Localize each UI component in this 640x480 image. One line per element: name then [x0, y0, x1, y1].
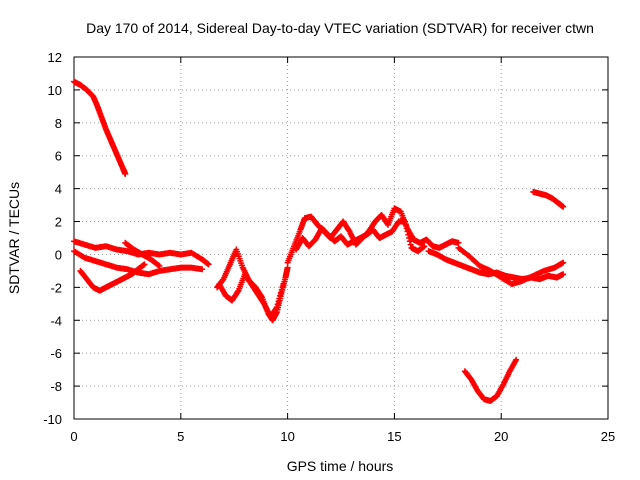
data-point-fill — [403, 225, 410, 232]
data-point-fill — [155, 262, 162, 269]
data-point-fill — [274, 301, 281, 308]
series-late-arc-low — [461, 356, 520, 404]
x-axis-label: GPS time / hours — [287, 458, 394, 474]
chart-title: Day 170 of 2014, Sidereal Day-to-day VTE… — [86, 20, 594, 36]
y-tick-label: 6 — [55, 149, 62, 164]
x-tick-label: 20 — [494, 429, 508, 444]
data-point-fill — [277, 292, 284, 299]
y-tick-label: 8 — [55, 116, 62, 131]
series-rise-2 — [293, 218, 428, 255]
data-point — [141, 261, 148, 268]
data-point-fill — [234, 288, 241, 295]
data-point-fill — [405, 231, 412, 238]
data-point-fill — [279, 283, 286, 290]
data-point — [156, 262, 163, 269]
data-point-fill — [273, 305, 280, 312]
data-point — [199, 266, 206, 273]
y-tick-label: -2 — [50, 280, 62, 295]
x-tick-label: 25 — [601, 429, 615, 444]
y-tick-label: 0 — [55, 247, 62, 262]
y-axis-label: SDTVAR / TECUs — [6, 182, 22, 294]
y-tick-label: 10 — [48, 83, 62, 98]
data-point — [421, 243, 428, 250]
plot-frame — [73, 56, 609, 420]
data-point — [122, 170, 129, 177]
data-point-fill — [406, 235, 413, 241]
data-point — [402, 218, 409, 225]
series-early-low-4 — [122, 239, 163, 269]
data-point — [280, 281, 287, 288]
axis-ticks: 0 5 10 15 20 25 -10 -8 -6 -4 -2 0 2 4 6 8 10 12 — [43, 50, 615, 444]
data-point — [560, 203, 567, 210]
series-late-decline-2 — [455, 244, 567, 288]
x-tick-label: 15 — [387, 429, 401, 444]
y-tick-label: 2 — [55, 215, 62, 230]
data-point-fill — [276, 295, 283, 302]
data-point — [205, 261, 212, 268]
series-early-low-1 — [71, 238, 212, 268]
series-mid-dip-2 — [216, 271, 287, 320]
y-tick-label: -4 — [50, 313, 62, 328]
y-tick-label: 4 — [55, 182, 62, 197]
data-point — [513, 356, 520, 363]
data-point — [560, 259, 567, 266]
x-tick-label: 0 — [70, 429, 77, 444]
data-layer — [71, 78, 567, 404]
series-early-high — [71, 78, 129, 177]
y-tick-label: -10 — [43, 412, 62, 427]
data-point-fill — [277, 289, 284, 296]
data-point-fill — [275, 298, 282, 305]
data-point — [560, 271, 567, 278]
data-point-fill — [278, 286, 285, 293]
y-tick-label: -8 — [50, 379, 62, 394]
y-tick-label: -6 — [50, 346, 62, 361]
data-point-fill — [402, 221, 409, 228]
data-point-fill — [404, 228, 411, 235]
data-point-fill — [406, 238, 413, 245]
x-tick-label: 5 — [177, 429, 184, 444]
y-tick-label: 12 — [48, 50, 62, 65]
series-late-high — [530, 188, 567, 210]
x-tick-label: 10 — [280, 429, 294, 444]
series-early-low-3 — [77, 261, 148, 294]
data-point — [273, 304, 280, 311]
data-point-fill — [407, 241, 414, 248]
